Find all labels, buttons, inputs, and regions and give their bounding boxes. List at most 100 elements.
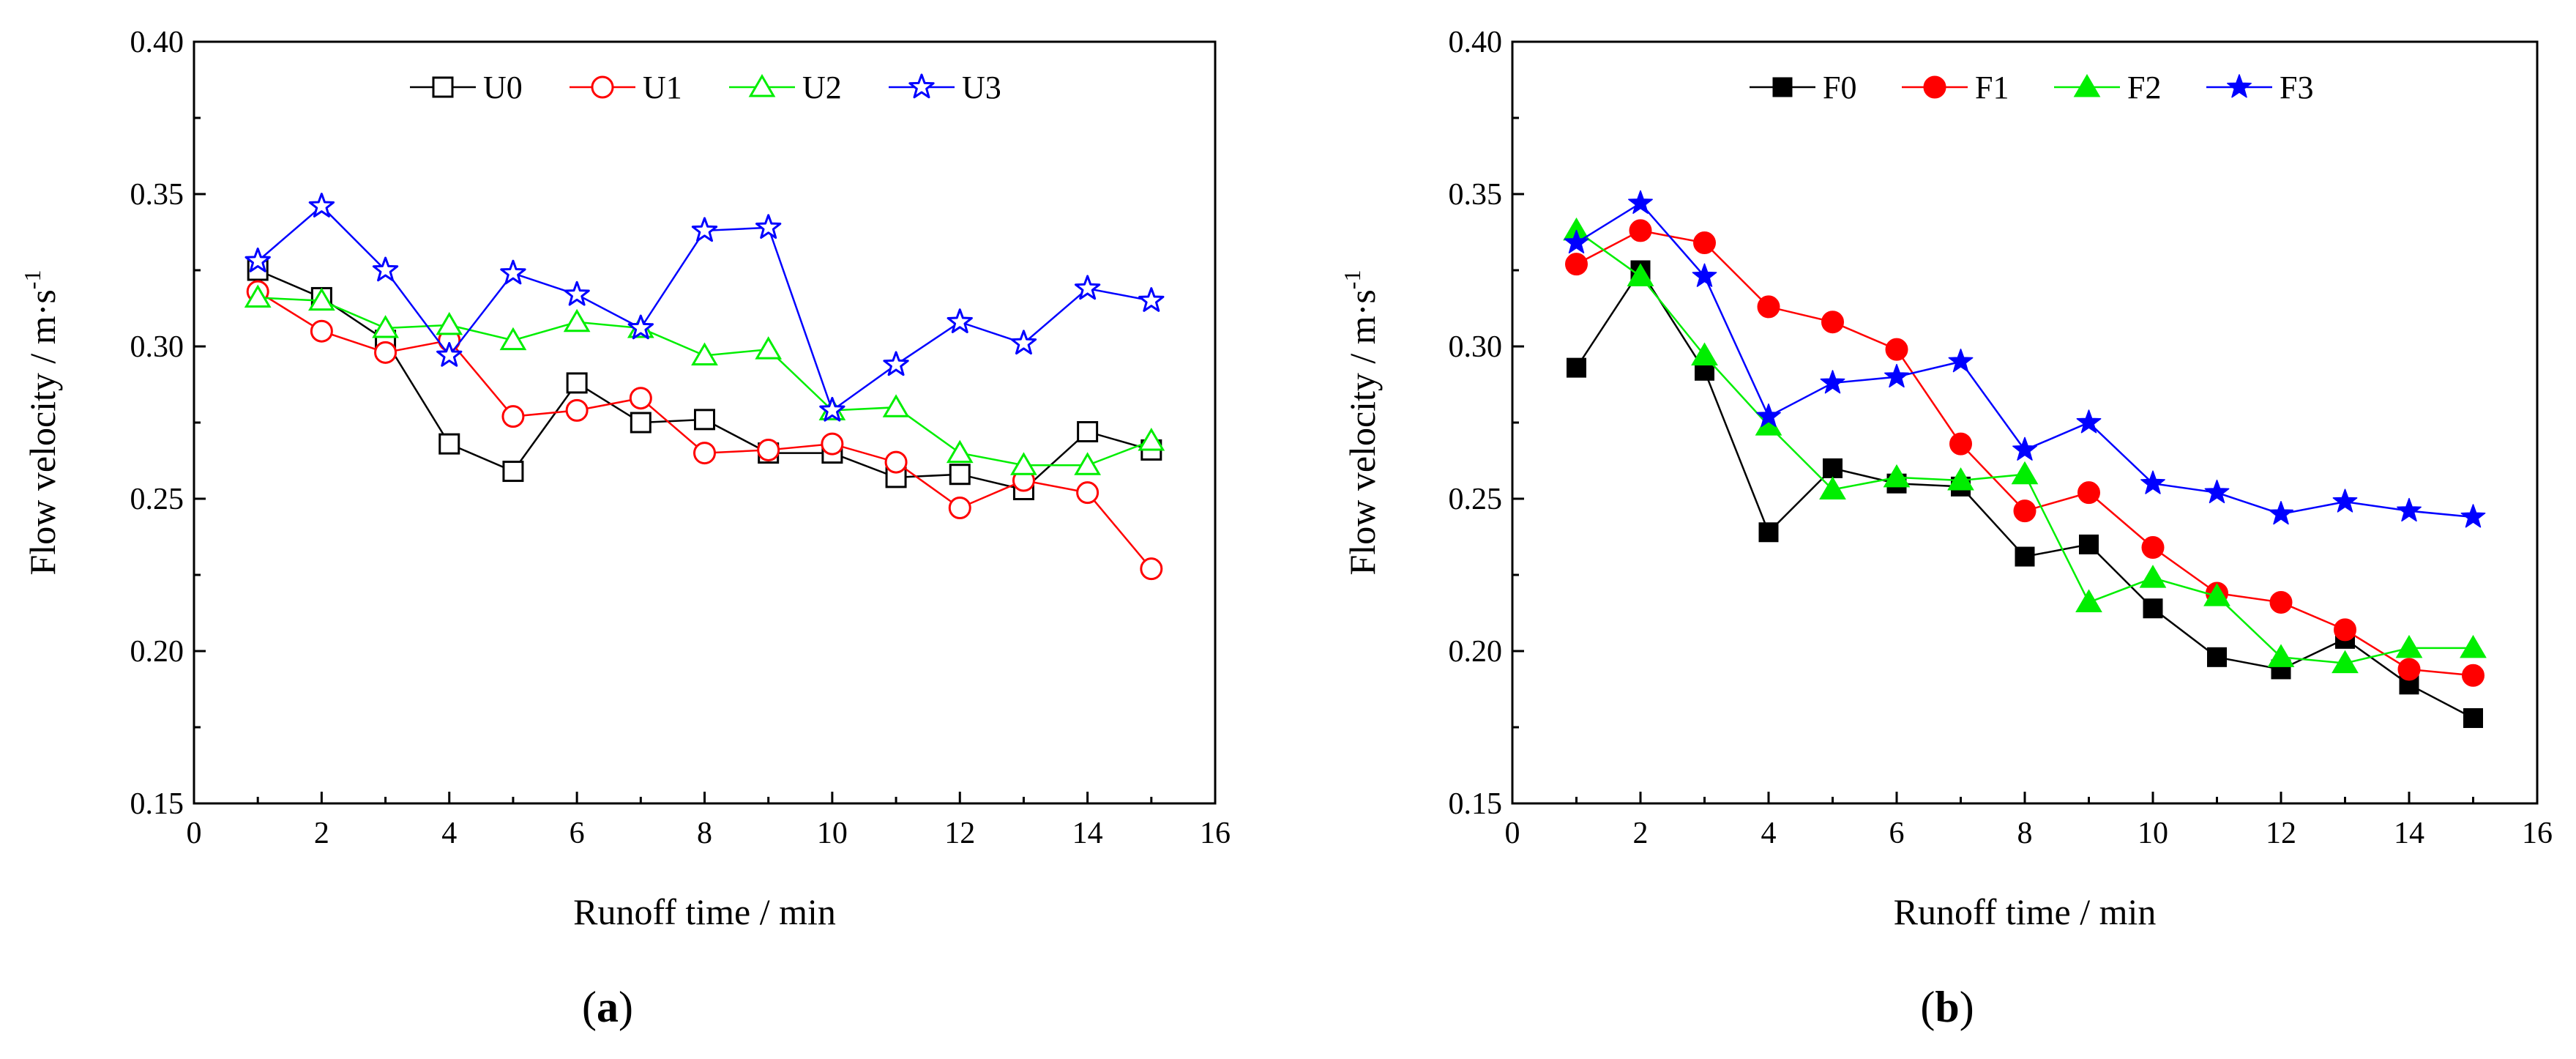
x-tick-label: 10 [2138,817,2168,850]
legend-marker [432,76,454,98]
data-point-U2 [244,284,272,308]
series-F3 [1564,190,2486,528]
data-point-F3 [1692,263,1717,287]
legend-marker [1772,77,1793,97]
legend-label: F3 [2280,70,2313,105]
data-point-U0 [694,409,715,431]
legend-label: U3 [962,70,1001,105]
legend-entry-U3: U3 [889,70,1001,105]
data-point-U1 [501,405,525,428]
data-point-U1 [310,319,333,343]
x-tick-label: 16 [1200,817,1231,850]
y-tick-label: 0.30 [1449,330,1503,364]
data-point-F0 [1823,458,1843,478]
data-point-U1 [565,398,589,422]
data-point-F1 [1949,432,1972,456]
data-point-U1 [629,387,652,410]
data-point-U3 [308,193,335,218]
data-point-U3 [755,214,782,239]
x-tick-label: 4 [1761,817,1777,850]
data-point-U2 [372,315,399,338]
x-tick-label: 0 [187,817,202,850]
data-point-U2 [691,342,718,365]
x-tick-label: 0 [1505,817,1520,850]
panel-label: (b) [1920,983,1974,1031]
series-F2 [1563,217,2487,674]
data-point-F1 [1629,219,1652,242]
legend-entry-F1: F1 [1902,70,2009,105]
data-point-F3 [1820,370,1845,394]
legend-marker [748,74,776,97]
legend-label: U2 [802,70,842,105]
data-point-U0 [566,372,588,394]
data-point-F3 [1628,190,1653,214]
y-tick-label: 0.20 [130,635,184,669]
data-point-U2 [946,439,974,464]
plot-frame [1511,40,2539,805]
legend-marker [2227,74,2252,98]
legend-entry-U0: U0 [410,70,523,105]
data-point-U1 [374,341,397,364]
x-tick-label: 12 [2266,817,2296,850]
legend-entry-U2: U2 [729,70,842,105]
legend-label: F2 [2127,70,2161,105]
y-tick-label: 0.35 [130,178,184,212]
panel-paren: ( [1920,983,1935,1031]
x-tick-label: 4 [441,817,457,850]
data-point-U3 [947,308,973,333]
x-tick-label: 6 [1889,817,1905,850]
data-point-U0 [949,464,971,486]
data-point-F1 [1565,253,1588,276]
data-point-F0 [2143,598,2163,619]
y-tick-label: 0.30 [130,330,184,364]
data-point-F0 [2207,647,2227,667]
x-axis-label: Runoff time / min [573,891,836,932]
series-F1 [1565,219,2484,687]
series-line-U2 [258,297,1152,467]
data-point-U2 [308,287,335,311]
legend-entry-U1: U1 [570,70,682,105]
data-point-F3 [1564,229,1589,254]
series-U3 [244,193,1165,422]
data-point-U2 [1010,452,1037,475]
legend-entry-F0: F0 [1750,70,1856,105]
x-tick-label: 14 [2394,817,2424,850]
data-point-F2 [1947,467,1974,491]
data-point-U3 [627,314,654,340]
data-point-U0 [438,433,460,455]
data-point-F1 [1885,338,1908,361]
data-point-U1 [757,438,780,461]
data-point-F0 [1758,522,1779,543]
data-point-F1 [2013,499,2036,523]
data-point-F1 [1693,231,1716,255]
panel-label: (a) [582,983,633,1031]
data-point-U2 [436,311,463,335]
data-point-F1 [2334,618,2356,642]
y-tick-label: 0.35 [1449,178,1503,212]
legend-marker [1923,75,1946,99]
x-tick-label: 2 [1633,817,1649,850]
y-tick-label: 0.25 [1449,483,1503,516]
data-point-U3 [436,341,463,367]
x-tick-label: 12 [944,817,975,850]
data-point-U3 [819,396,845,422]
y-axis-label-superscript: -1 [19,270,45,290]
data-point-F2 [1883,464,1911,488]
data-point-F3 [2076,409,2102,434]
data-point-U1 [693,442,716,465]
data-point-U1 [884,450,908,474]
legend-marker [591,75,614,99]
data-point-U2 [1074,452,1101,475]
data-point-U1 [1140,557,1163,581]
panel-paren: ( [582,983,597,1031]
legend-label: F1 [1975,70,2009,105]
x-tick-label: 8 [697,817,712,850]
data-point-F0 [1567,357,1586,378]
data-point-U3 [500,259,526,285]
data-point-U3 [691,217,718,242]
data-point-F3 [2460,504,2486,528]
data-point-F1 [2397,658,2421,681]
data-point-U0 [630,412,652,434]
data-point-U3 [1138,287,1165,312]
data-point-U3 [1010,330,1037,355]
